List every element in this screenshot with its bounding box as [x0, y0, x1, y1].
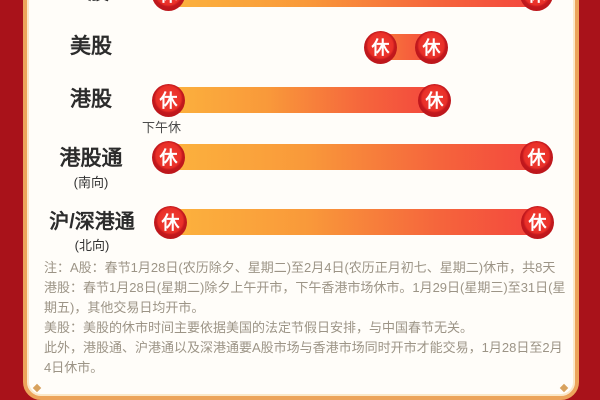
footnote-hk-stocks: 港股：春节1月28日(星期二)除夕上午开市，下午香港市场休市。1月29日(星期三…	[44, 280, 566, 315]
closure-bar-hk-connect-south: 休 休	[152, 140, 553, 174]
closed-badge-right: 休	[520, 0, 553, 11]
closure-bar-a-shares: 休 休	[152, 0, 553, 11]
closure-bar-hk-stocks: 休 休	[152, 83, 451, 117]
closure-bar-sh-sz-connect-north: 休 休	[154, 205, 554, 239]
closed-badge-right: 休	[415, 30, 448, 64]
footnote-us-stocks: 美股：美股的休市时间主要依据美国的法定节假日安排，与中国春节无关。	[44, 320, 474, 335]
closure-bar-us-stocks: 休 休	[364, 30, 448, 64]
closed-badge-left: 休	[154, 205, 187, 239]
market-label-us-stocks: 美股	[70, 35, 112, 58]
market-label-sh-sz-connect-north: 沪/深港通 (北向)	[26, 209, 158, 254]
market-label-a-shares: A股	[30, 0, 152, 6]
closed-badge-right: 休	[521, 205, 554, 239]
afternoon-closed-note: 下午休	[142, 120, 182, 135]
market-label-text: 沪/深港通	[49, 211, 135, 233]
closed-badge-left: 休	[152, 140, 185, 174]
closed-badge-left: 休	[152, 83, 185, 117]
market-label-hk-connect-south: 港股通 (南向)	[30, 146, 152, 191]
closed-badge-left: 休	[152, 0, 185, 11]
market-label-hk-stocks: 港股	[70, 88, 112, 111]
closed-badge-right: 休	[418, 83, 451, 117]
direction-sub-label: (北向)	[74, 238, 110, 253]
market-label-text: 港股通	[59, 147, 123, 170]
footnotes-block: 注：A股：春节1月28日(农历除夕、星期二)至2月4日(农历正月初七、星期二)休…	[44, 258, 568, 378]
content-card-frame	[23, 0, 579, 400]
footnote-connect: 此外，港股通、沪港通以及深港通要A股市场与香港市场同时开市才能交易，1月28日至…	[44, 340, 563, 375]
direction-sub-label: (南向)	[73, 175, 109, 190]
closed-badge-left: 休	[364, 30, 397, 64]
closed-badge-right: 休	[520, 140, 553, 174]
footnote-a-shares: 注：A股：春节1月28日(农历除夕、星期二)至2月4日(农历正月初七、星期二)休…	[44, 260, 556, 275]
